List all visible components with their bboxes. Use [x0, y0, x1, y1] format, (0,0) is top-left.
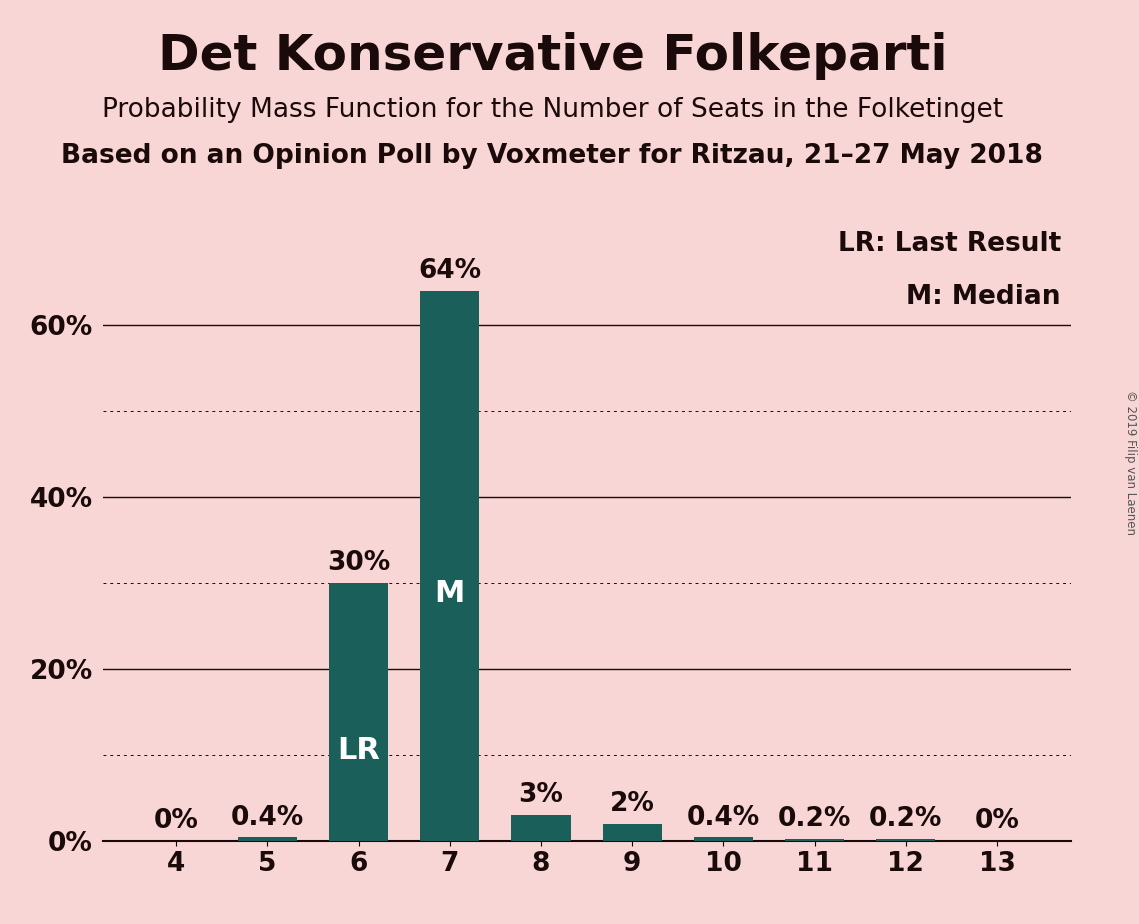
Text: M: M [435, 578, 465, 608]
Bar [785, 839, 844, 841]
Text: 3%: 3% [518, 783, 564, 808]
Text: 0.2%: 0.2% [869, 807, 942, 833]
Text: 0.4%: 0.4% [231, 805, 304, 831]
Text: 0.4%: 0.4% [687, 805, 760, 831]
Bar [694, 837, 753, 841]
Bar [603, 823, 662, 841]
Text: 64%: 64% [418, 258, 482, 284]
Bar [329, 583, 388, 841]
Text: M: Median: M: Median [907, 284, 1060, 310]
Text: Based on an Opinion Poll by Voxmeter for Ritzau, 21–27 May 2018: Based on an Opinion Poll by Voxmeter for… [62, 143, 1043, 169]
Text: LR: LR [337, 736, 380, 765]
Text: 0%: 0% [154, 808, 198, 834]
Bar [420, 290, 480, 841]
Text: © 2019 Filip van Laenen: © 2019 Filip van Laenen [1124, 390, 1137, 534]
Text: LR: Last Result: LR: Last Result [837, 231, 1060, 257]
Bar [876, 839, 935, 841]
Bar [511, 815, 571, 841]
Bar [238, 837, 297, 841]
Text: 0%: 0% [975, 808, 1019, 834]
Text: Det Konservative Folkeparti: Det Konservative Folkeparti [157, 32, 948, 80]
Text: 30%: 30% [327, 550, 391, 576]
Text: 0.2%: 0.2% [778, 807, 851, 833]
Text: 2%: 2% [609, 791, 655, 817]
Text: Probability Mass Function for the Number of Seats in the Folketinget: Probability Mass Function for the Number… [101, 97, 1003, 123]
